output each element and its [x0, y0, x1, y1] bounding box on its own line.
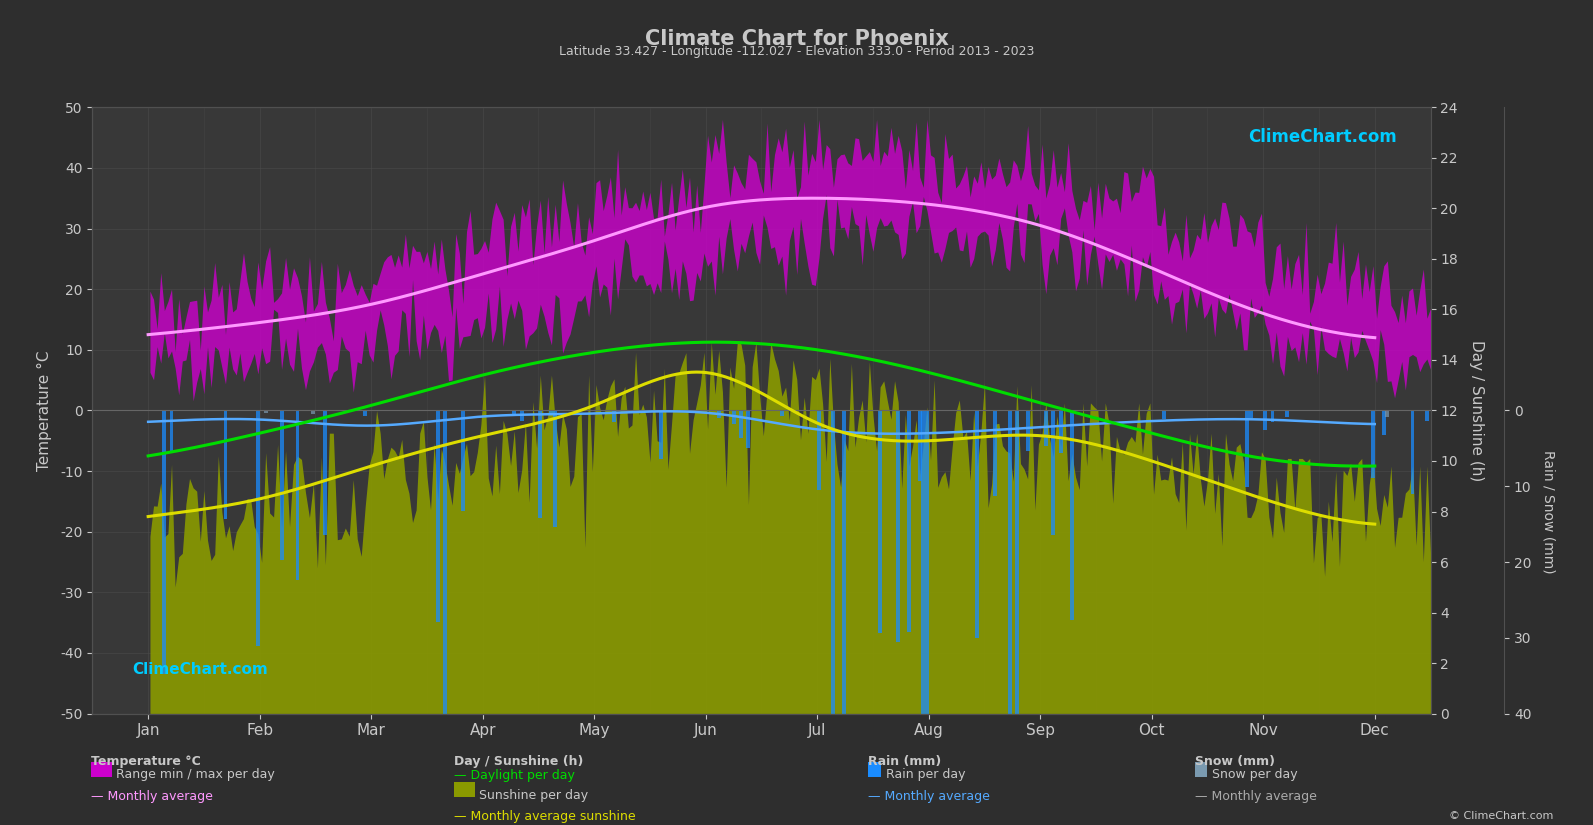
Bar — [817, 411, 820, 490]
Bar — [926, 411, 929, 716]
Bar — [1263, 411, 1266, 431]
Bar — [975, 411, 980, 639]
Bar — [843, 411, 846, 825]
Text: Day / Sunshine (h): Day / Sunshine (h) — [454, 755, 583, 768]
Text: Sunshine per day: Sunshine per day — [479, 789, 589, 802]
Bar — [1381, 411, 1386, 435]
Bar — [519, 411, 524, 422]
Bar — [906, 411, 911, 632]
Text: — Daylight per day: — Daylight per day — [454, 769, 575, 782]
Bar — [1386, 411, 1389, 417]
Bar — [747, 411, 750, 448]
Bar — [436, 411, 440, 622]
Bar — [443, 411, 448, 717]
Bar — [1015, 411, 1020, 716]
Bar — [460, 411, 465, 511]
Bar — [878, 411, 883, 633]
Text: — Monthly average: — Monthly average — [868, 790, 991, 803]
Bar — [994, 411, 997, 497]
Text: ClimeChart.com: ClimeChart.com — [1249, 129, 1397, 147]
Text: — Monthly average: — Monthly average — [91, 790, 213, 803]
Bar — [363, 411, 366, 416]
Bar — [553, 411, 558, 527]
Text: Rain per day: Rain per day — [886, 768, 965, 781]
Bar — [1163, 411, 1166, 419]
Text: Snow (mm): Snow (mm) — [1195, 755, 1274, 768]
Bar — [739, 411, 742, 438]
Bar — [513, 411, 516, 414]
Bar — [296, 411, 299, 580]
Bar — [1051, 411, 1055, 535]
Bar — [1043, 411, 1048, 446]
Bar — [1246, 411, 1249, 488]
Bar — [312, 411, 315, 414]
Bar — [162, 411, 166, 674]
Bar — [1070, 411, 1074, 620]
Bar — [1464, 411, 1469, 518]
Bar — [781, 411, 784, 417]
Text: ClimeChart.com: ClimeChart.com — [132, 662, 268, 677]
Text: Climate Chart for Phoenix: Climate Chart for Phoenix — [645, 29, 948, 49]
Bar — [832, 411, 835, 825]
Bar — [1443, 411, 1446, 629]
Bar — [280, 411, 284, 559]
Bar — [323, 411, 327, 535]
Text: Range min / max per day: Range min / max per day — [116, 768, 276, 781]
Bar — [660, 411, 663, 460]
Y-axis label: Day / Sunshine (h): Day / Sunshine (h) — [1469, 340, 1485, 481]
Bar — [538, 411, 542, 518]
Bar — [717, 411, 720, 418]
Text: © ClimeChart.com: © ClimeChart.com — [1448, 811, 1553, 821]
Bar — [897, 411, 900, 643]
Bar — [264, 411, 268, 412]
Bar — [1461, 411, 1466, 734]
Bar — [550, 411, 553, 414]
Y-axis label: Temperature °C: Temperature °C — [37, 350, 53, 471]
Bar — [612, 411, 616, 422]
Text: Snow per day: Snow per day — [1212, 768, 1298, 781]
Bar — [256, 411, 260, 645]
Text: Latitude 33.427 - Longitude -112.027 - Elevation 333.0 - Period 2013 - 2023: Latitude 33.427 - Longitude -112.027 - E… — [559, 45, 1034, 59]
Bar — [1410, 411, 1415, 494]
Text: — Monthly average: — Monthly average — [1195, 790, 1317, 803]
Bar — [1271, 411, 1274, 422]
Text: — Monthly average sunshine: — Monthly average sunshine — [454, 810, 636, 823]
Bar — [1026, 411, 1029, 451]
Bar — [1426, 411, 1429, 422]
Text: Rain / Snow (mm): Rain / Snow (mm) — [1542, 450, 1555, 573]
Bar — [1008, 411, 1012, 825]
Bar — [1059, 411, 1063, 453]
Bar — [223, 411, 228, 520]
Text: Temperature °C: Temperature °C — [91, 755, 201, 768]
Bar — [1286, 411, 1289, 417]
Bar — [731, 411, 736, 424]
Bar — [918, 411, 922, 482]
Text: Rain (mm): Rain (mm) — [868, 755, 941, 768]
Bar — [1249, 411, 1252, 417]
Bar — [169, 411, 174, 451]
Bar — [921, 411, 926, 745]
Bar — [1372, 411, 1375, 478]
